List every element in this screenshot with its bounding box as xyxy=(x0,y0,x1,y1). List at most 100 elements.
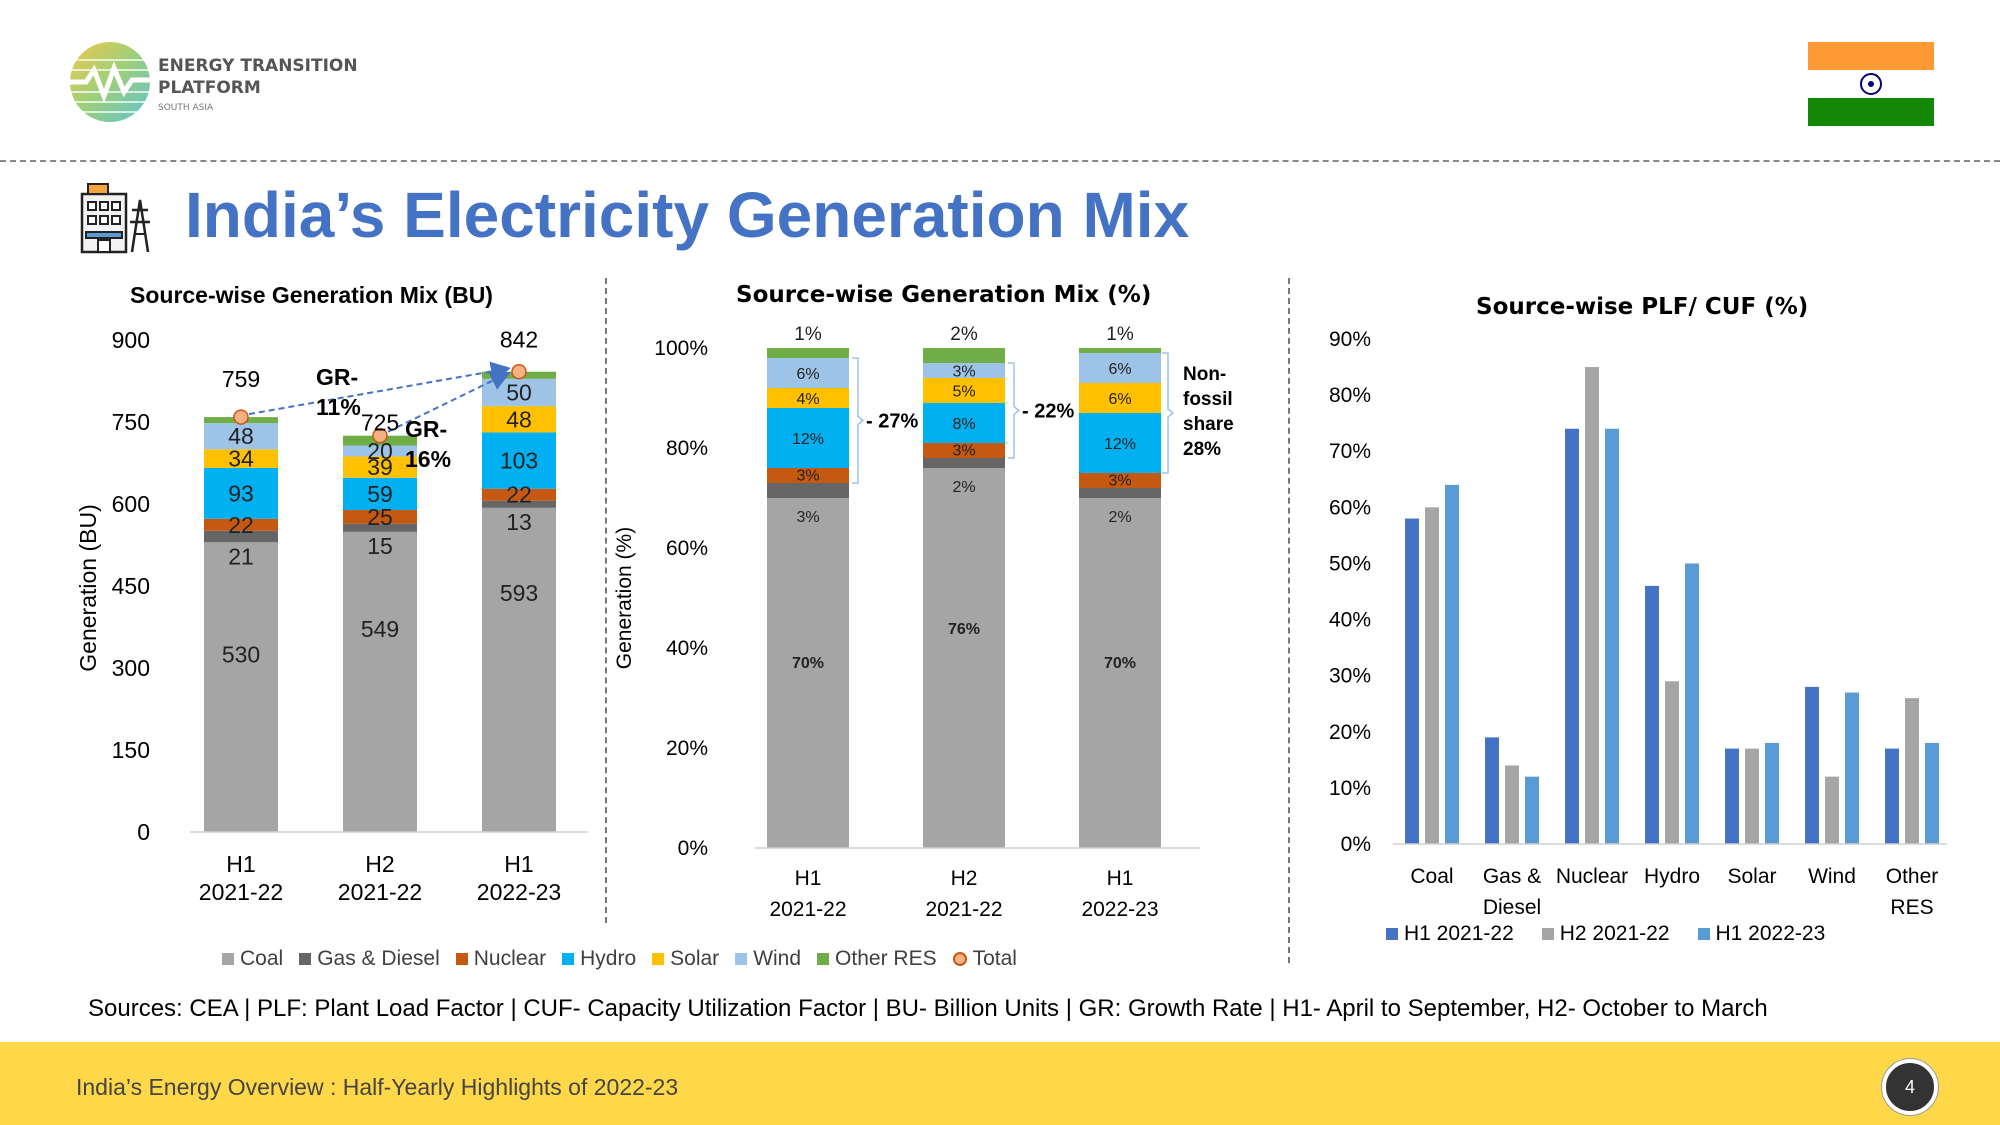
plf-bar-h1-2022-23 xyxy=(1445,484,1459,844)
bu-data-label: 530 xyxy=(222,641,260,667)
bu-bar-nuclear xyxy=(343,510,417,524)
plf-bar-h1-2021-22 xyxy=(1405,518,1419,844)
bu-bar-solar xyxy=(204,449,278,468)
pct-bar-nuclear xyxy=(923,443,1005,458)
pct-bar-wind xyxy=(767,358,849,388)
footer-text: India’s Energy Overview : Half-Yearly Hi… xyxy=(76,1074,679,1100)
bu-data-label: 15 xyxy=(367,533,393,559)
plf-bar-h2-2021-22 xyxy=(1665,681,1679,844)
plf-bar-h1-2021-22 xyxy=(1805,686,1819,844)
plf-y-tick: 20% xyxy=(1329,721,1371,744)
plf-grouped-bar-chart: 0% 10% 20% 30% 40% 50% 60% 70% 80% 90% Coal Gas & Di… xyxy=(1329,328,1947,919)
header-divider xyxy=(0,160,2000,162)
pct-bar-solar xyxy=(923,378,1005,403)
panel-divider-1 xyxy=(605,278,607,923)
legend-label: Hydro xyxy=(580,947,637,970)
plf-y-tick: 30% xyxy=(1329,665,1371,688)
bu-data-label: 34 xyxy=(228,446,254,472)
pct-bar-solar xyxy=(1079,383,1161,413)
page-number-badge: 4 xyxy=(1882,1059,1938,1115)
bu-y-tick: 0 xyxy=(137,819,150,845)
bu-data-label: 13 xyxy=(506,509,532,535)
plf-bar-h2-2021-22 xyxy=(1425,507,1439,844)
bu-bar-nuclear xyxy=(204,518,278,531)
pct-y-tick: 40% xyxy=(666,637,708,660)
legend-label: H1 2022-23 xyxy=(1715,922,1826,945)
total-marker xyxy=(233,409,249,425)
total-marker xyxy=(511,363,527,380)
bu-x-tick: H1 xyxy=(504,851,533,877)
bu-bar-nuclear xyxy=(482,488,556,501)
pct-bar-gas-diesel xyxy=(767,483,849,498)
pct-y-tick: 60% xyxy=(666,537,708,560)
pct-bar-wind xyxy=(1079,353,1161,383)
mix-legend: Coal Gas & Diesel Nuclear Hydro Solar Wind Oth… xyxy=(222,947,1033,971)
growth-rate-label: 16% xyxy=(405,446,451,472)
plf-bar-h1-2021-22 xyxy=(1885,748,1899,844)
plf-bar-h1-2021-22 xyxy=(1565,428,1579,844)
bu-bar-coal xyxy=(343,531,417,832)
logo-line-1: ENERGY TRANSITION xyxy=(158,56,358,76)
legend-swatch xyxy=(817,953,830,965)
plf-x-tick: Coal xyxy=(1410,865,1453,888)
non-fossil-note: fossil xyxy=(1183,389,1233,410)
plf-y-tick: 40% xyxy=(1329,609,1371,632)
plf-bar-h1-2021-22 xyxy=(1485,737,1499,844)
bu-bar-gas-diesel xyxy=(204,530,278,543)
plf-x-tick: Diesel xyxy=(1483,896,1541,919)
non-fossil-note: Non- xyxy=(1183,364,1226,385)
bu-bar-hydro xyxy=(482,432,556,489)
legend-label: Nuclear xyxy=(473,947,547,970)
legend-label: Wind xyxy=(753,947,802,970)
pct-bar-coal xyxy=(767,498,849,848)
panel-divider-2 xyxy=(1288,278,1290,963)
pct-data-label: 3% xyxy=(952,443,975,460)
legend-swatch xyxy=(222,953,234,965)
pct-data-label: 1% xyxy=(794,324,822,345)
plf-y-tick: 60% xyxy=(1329,496,1371,519)
pct-data-label: 6% xyxy=(1108,361,1131,378)
total-marker xyxy=(372,427,388,444)
pct-bar-other-res xyxy=(1079,348,1161,353)
bu-data-label: 48 xyxy=(228,423,254,449)
bu-data-label: 25 xyxy=(367,504,393,530)
bu-y-tick: 150 xyxy=(112,737,150,763)
legend-label: Coal xyxy=(240,947,284,970)
legend-label: Total xyxy=(972,947,1017,970)
legend-item-total: Total xyxy=(952,947,1017,971)
plf-x-tick: Wind xyxy=(1808,865,1856,888)
plf-chart-title: Source-wise PLF/ CUF (%) xyxy=(1476,294,1809,320)
bu-data-label: 103 xyxy=(500,448,538,474)
plf-bar-h1-2022-23 xyxy=(1765,743,1779,844)
plf-y-tick: 50% xyxy=(1329,552,1371,575)
plf-x-tick: RES xyxy=(1890,896,1933,919)
bu-y-tick: 900 xyxy=(112,327,150,353)
bu-x-tick: 2021-22 xyxy=(338,879,422,905)
pct-bar-gas-diesel xyxy=(1079,488,1161,498)
pct-x-tick: 2022-23 xyxy=(1081,898,1158,921)
legend-item-gas-diesel: Gas & Diesel xyxy=(299,947,440,971)
legend-label: H1 2021-22 xyxy=(1404,922,1514,945)
pct-data-label: 3% xyxy=(952,364,975,381)
plf-y-tick: 0% xyxy=(1341,833,1371,856)
page-title: India’s Electricity Generation Mix xyxy=(185,179,1190,251)
logo-line-2: PLATFORM xyxy=(158,78,261,98)
plf-legend: H1 2021-22 H2 2021-22 H1 2022-23 xyxy=(1386,922,1853,946)
bu-bar-solar xyxy=(482,406,556,433)
non-fossil-note: 28% xyxy=(1183,439,1221,460)
pct-data-label: 70% xyxy=(1104,655,1136,672)
pct-bar-nuclear xyxy=(1079,473,1161,488)
logo-line-3: SOUTH ASIA xyxy=(158,103,214,113)
pct-data-label: 3% xyxy=(1108,473,1131,490)
pct-bar-hydro xyxy=(767,408,849,468)
non-fossil-note: share xyxy=(1183,414,1234,435)
sources-note: Sources: CEA | PLF: Plant Load Factor | … xyxy=(88,995,1768,1022)
share-bracket-label: - 27% xyxy=(866,411,918,433)
pct-data-label: 6% xyxy=(796,366,819,383)
legend-item-nuclear: Nuclear xyxy=(455,947,547,971)
bu-bar-hydro xyxy=(343,477,417,511)
pct-stacked-bar-chart: 70% 3% 3% 12% 4% 6% 1% 76% 2% 3% 8% 5% 3% 2% 70% 2% 3% 12… xyxy=(613,324,1234,921)
pct-bar-hydro xyxy=(1079,413,1161,473)
pct-data-label: 1% xyxy=(1106,324,1134,345)
pct-data-label: 6% xyxy=(1108,391,1131,408)
